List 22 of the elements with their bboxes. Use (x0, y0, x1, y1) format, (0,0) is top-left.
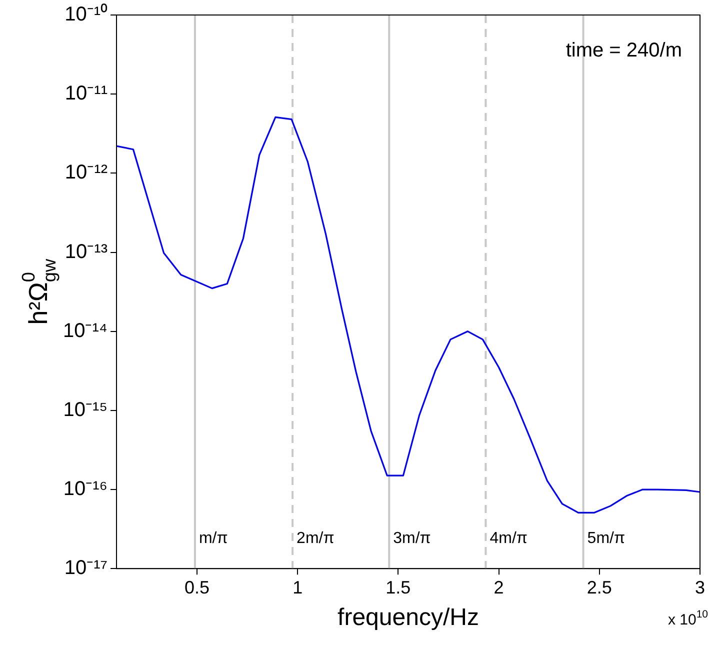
y-tick-label: 10⁻¹² (64, 162, 108, 184)
y-axis-title: h²Ω0gw (18, 258, 60, 325)
ref-line-label: m/π (198, 530, 228, 548)
y-tick-label: 10⁻¹¹ (64, 82, 108, 105)
y-tick-label: 10⁻¹⁴ (63, 320, 108, 342)
y-tick-label: 10⁻¹⁶ (63, 478, 108, 500)
y-tick-label: 10⁻¹⁷ (64, 557, 108, 580)
x-tick-label: 1.5 (386, 577, 411, 598)
ref-line-label: 4m/π (490, 530, 528, 548)
x-tick-label: 0.5 (184, 577, 210, 598)
ref-line-label: 3m/π (393, 530, 431, 548)
x-tick-label: 2 (494, 577, 504, 598)
y-tick-label: 10⁻¹³ (64, 240, 108, 263)
ref-line-label: 2m/π (296, 530, 334, 548)
x-tick-label: 2.5 (586, 577, 612, 598)
y-tick-label: 10⁻¹⁵ (63, 398, 108, 421)
annotation: time = 240/m (566, 40, 682, 62)
x-tick-label: 1 (292, 577, 303, 598)
x-axis-title: frequency/Hz (338, 604, 479, 632)
ref-line-label: 5m/π (587, 530, 626, 548)
x-tick-label: 3 (694, 577, 706, 598)
y-tick-label: 10⁻¹⁰ (64, 2, 108, 26)
